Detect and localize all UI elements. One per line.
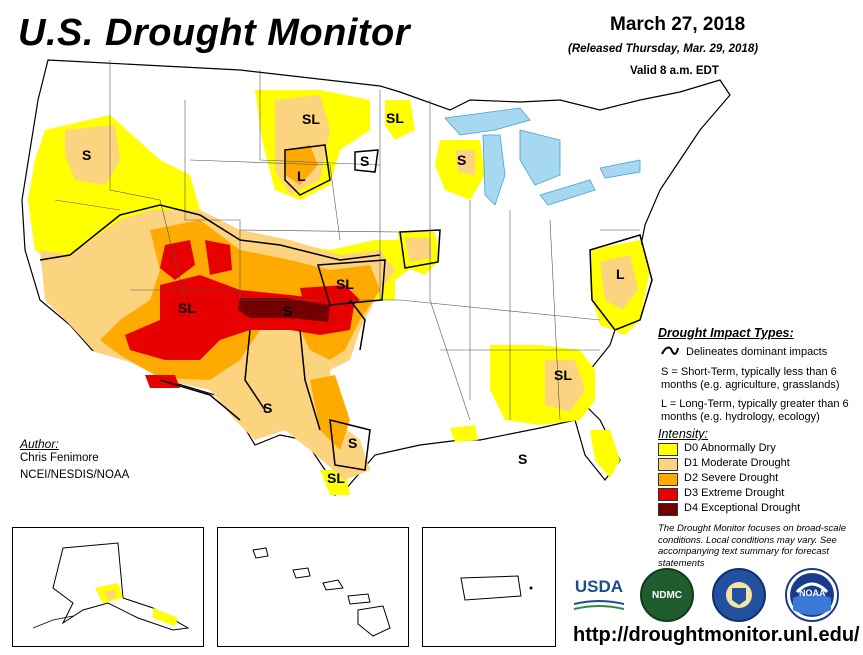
d0-florida (590, 430, 620, 478)
map-date: March 27, 2018 (610, 14, 746, 35)
d4-oklahoma-panhandle (238, 298, 330, 322)
d2-texas (310, 375, 350, 450)
hawaii-inset (217, 527, 409, 647)
d1-wisconsin (455, 150, 475, 175)
d1-swatch (658, 458, 678, 471)
d3-colorado (160, 240, 195, 280)
usda-logo-text: USDA (574, 577, 624, 596)
disclaimer-note: The Drought Monitor focuses on broad-sca… (658, 523, 846, 569)
d1-label: D1 Moderate Drought (684, 457, 790, 469)
release-date: (Released Thursday, Mar. 29, 2018) (568, 43, 759, 55)
delineation-line-icon (661, 346, 679, 355)
alaska-map (32, 542, 190, 631)
short-term-text: S = Short-Term, typically less than 6 mo… (661, 366, 840, 391)
author-label: Author: (20, 437, 59, 451)
d0-label: D0 Abnormally Dry (684, 442, 776, 454)
author-org: NCEI/NESDIS/NOAA (20, 469, 130, 481)
valid-time: Valid 8 a.m. EDT (630, 65, 719, 77)
d4-areas (238, 298, 330, 322)
d2-label: D2 Severe Drought (684, 472, 779, 484)
d0-north-dakota (385, 100, 415, 140)
puerto-rico-map (460, 575, 533, 601)
d1-virginia (600, 255, 638, 310)
impact-legend-title: Drought Impact Types: (658, 326, 794, 340)
noaa-logo: NOAA (785, 568, 839, 622)
ndmc-logo: NDMC (640, 568, 694, 622)
intensity-legend-title: Intensity: (658, 427, 709, 441)
d1-iowa (405, 238, 432, 262)
d2-montana (285, 145, 318, 185)
d3-swatch (658, 488, 678, 501)
website-url[interactable]: http://droughtmonitor.unl.edu/ (573, 624, 860, 646)
hawaii-map (252, 547, 391, 637)
long-term-text: L = Long-Term, typically greater than 6 … (661, 398, 849, 423)
lake-erie (539, 179, 596, 206)
d2-swatch (658, 473, 678, 486)
puerto-rico-inset (422, 527, 556, 647)
page-title: U.S. Drought Monitor (18, 12, 411, 54)
delineates-text: Delineates dominant impacts (686, 346, 828, 358)
d4-label: D4 Exceptional Drought (684, 502, 801, 514)
d3-new-mexico (205, 240, 232, 275)
d3-label: D3 Extreme Drought (684, 487, 785, 499)
lake-michigan (482, 134, 506, 206)
d1-southeast (545, 360, 585, 412)
state-boundaries (54, 60, 640, 421)
lake-huron (519, 129, 561, 186)
usda-hills-icon (574, 600, 624, 610)
ndmc-logo-text: NDMC (652, 589, 682, 601)
noaa-logo-text: NOAA (799, 588, 826, 598)
author-name: Chris Fenimore (20, 452, 99, 464)
d1-oregon (65, 125, 120, 185)
d3-four-corners (125, 275, 355, 360)
lake-superior (444, 107, 531, 136)
d0-gulf (450, 425, 478, 442)
d0-swatch (658, 443, 678, 456)
lake-ontario (599, 159, 641, 179)
alaska-inset (12, 527, 204, 647)
doc-seal-icon (712, 568, 766, 622)
impact-lines (39, 144, 653, 471)
great-lakes (444, 107, 641, 206)
usda-logo: USDA (574, 577, 624, 617)
d4-swatch (658, 503, 678, 516)
